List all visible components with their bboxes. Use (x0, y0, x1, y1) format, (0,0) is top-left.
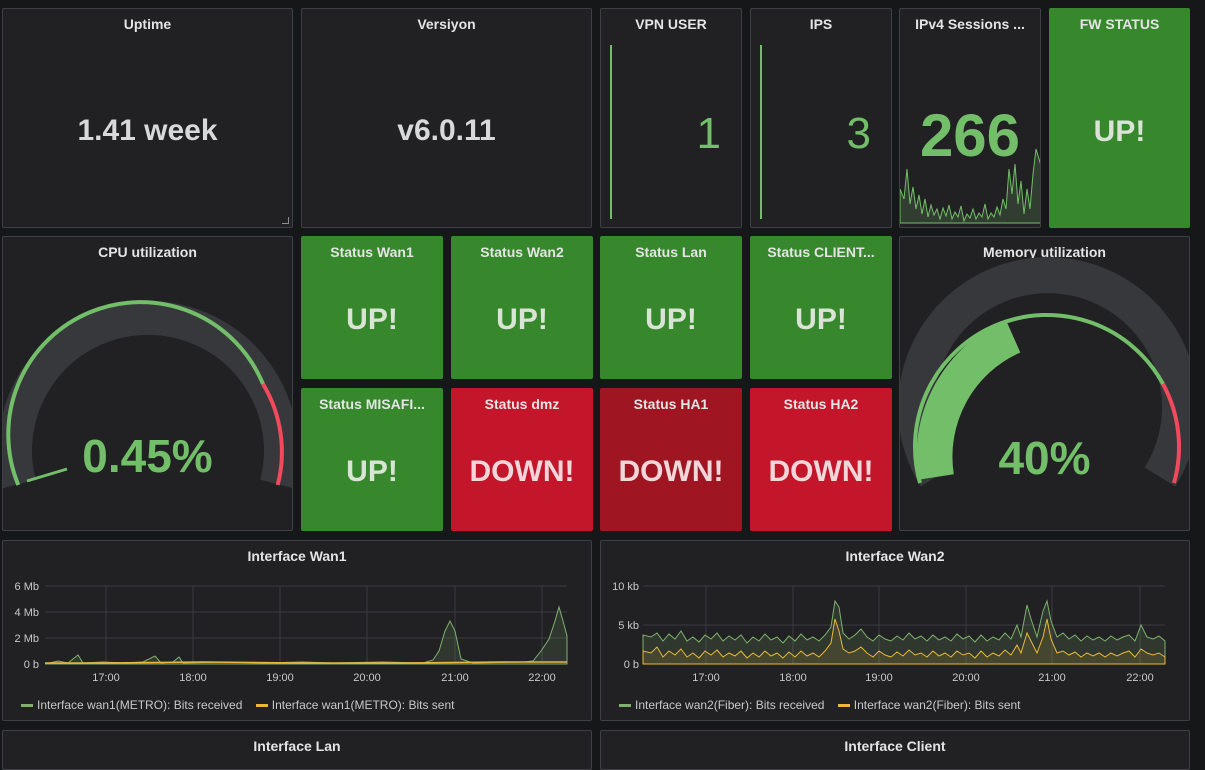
wan2-x-tick: 17:00 (692, 672, 720, 684)
wan1-chart: 6 Mb 4 Mb 2 Mb 0 b 17:00 18:00 19:00 20:… (15, 581, 568, 684)
wan1-legend-received-label: Interface wan1(METRO): Bits received (37, 698, 243, 712)
wan2-chart-panel: Interface Wan2 10 kb 5 kb 0 b 17:00 18:0… (600, 540, 1190, 721)
legend-swatch-icon (837, 704, 850, 708)
uptime-panel: Uptime 1.41 week (2, 8, 293, 228)
wan1-x-tick: 20:00 (353, 672, 381, 684)
client-chart-title: Interface Client (844, 738, 946, 754)
wan1-x-tick: 19:00 (266, 672, 294, 684)
ipv4-sparkline (900, 148, 1040, 224)
version-value: v6.0.11 (397, 114, 496, 147)
legend-swatch-icon (255, 704, 268, 708)
wan1-x-tick: 17:00 (92, 672, 120, 684)
status-value: DOWN! (469, 455, 575, 488)
wan1-chart-panel: Interface Wan1 6 Mb 4 Mb 2 Mb 0 b 17:00 … (2, 540, 592, 721)
lan-chart-title: Interface Lan (253, 738, 341, 754)
fw-status-panel: FW STATUS UP! (1049, 8, 1190, 228)
wan2-legend: Interface wan2(Fiber): Bits received Int… (619, 698, 1031, 712)
wan1-legend-received[interactable]: Interface wan1(METRO): Bits received (21, 698, 242, 712)
ips-panel: IPS 3 (750, 8, 892, 228)
wan2-legend-received[interactable]: Interface wan2(Fiber): Bits received (619, 698, 824, 712)
wan1-legend: Interface wan1(METRO): Bits received Int… (21, 698, 464, 712)
ips-value: 3 (846, 109, 871, 158)
wan2-legend-sent[interactable]: Interface wan2(Fiber): Bits sent (837, 698, 1021, 712)
client-chart-panel: Interface Client (600, 730, 1190, 770)
status-title: Status Wan2 (480, 244, 564, 260)
uptime-value: 1.41 week (77, 114, 218, 147)
status-title: Status MISAFI... (319, 396, 425, 412)
uptime-title: Uptime (123, 16, 172, 32)
wan2-x-tick: 22:00 (1126, 672, 1154, 684)
wan2-x-tick: 19:00 (865, 672, 893, 684)
status-value: UP! (795, 303, 847, 336)
status-title: Status HA1 (633, 396, 709, 412)
vpn-user-value: 1 (696, 109, 721, 158)
wan1-y-tick: 6 Mb (15, 581, 39, 593)
wan1-received-series (44, 605, 568, 665)
fw-status-title: FW STATUS (1079, 16, 1160, 32)
vpn-user-panel: VPN USER 1 (600, 8, 742, 228)
status-title: Status dmz (484, 396, 560, 412)
wan2-sent-series (642, 618, 1166, 665)
status-title: Status Wan1 (330, 244, 414, 260)
wan2-x-tick: 18:00 (779, 672, 807, 684)
version-panel: Versiyon v6.0.11 (301, 8, 592, 228)
vpn-sparkline (610, 45, 612, 219)
ipv4-sessions-panel: IPv4 Sessions ... 266 (899, 8, 1041, 228)
status-value: UP! (645, 303, 697, 336)
status-value: UP! (496, 303, 548, 336)
status-panel: Status Wan2 UP! (451, 236, 593, 379)
wan2-legend-sent-label: Interface wan2(Fiber): Bits sent (853, 698, 1021, 712)
cpu-gauge-panel: CPU utilization 0.45% (2, 236, 293, 531)
ips-sparkline (760, 45, 762, 219)
wan2-x-tick: 20:00 (952, 672, 980, 684)
wan1-x-tick: 21:00 (441, 672, 469, 684)
ipv4-sessions-value: 266 (919, 102, 1021, 169)
status-title: Status CLIENT... (767, 244, 875, 260)
wan1-x-tick: 18:00 (179, 672, 207, 684)
wan1-y-tick: 2 Mb (15, 633, 39, 645)
lan-chart-panel: Interface Lan (2, 730, 592, 770)
resize-handle-icon[interactable] (282, 217, 289, 224)
status-panel: Status CLIENT... UP! (750, 236, 892, 379)
wan2-y-tick: 10 kb (612, 581, 639, 593)
wan2-x-tick: 21:00 (1038, 672, 1066, 684)
wan1-legend-sent[interactable]: Interface wan1(METRO): Bits sent (255, 698, 455, 712)
status-panel: Status Lan UP! (600, 236, 742, 379)
ips-title: IPS (809, 16, 833, 32)
legend-swatch-icon (21, 704, 33, 708)
status-title: Status HA2 (783, 396, 859, 412)
status-panel: Status HA1 DOWN! (600, 388, 742, 531)
status-value: DOWN! (768, 455, 874, 488)
status-panel: Status MISAFI... UP! (301, 388, 443, 531)
status-value: DOWN! (618, 455, 724, 488)
legend-swatch-icon (619, 704, 631, 708)
wan1-y-tick: 4 Mb (15, 607, 39, 619)
memory-gauge-panel: Memory utilization 40% (899, 236, 1190, 531)
wan1-legend-sent-label: Interface wan1(METRO): Bits sent (271, 698, 455, 712)
version-title: Versiyon (417, 16, 476, 32)
vpn-user-title: VPN USER (635, 16, 707, 32)
wan2-chart: 10 kb 5 kb 0 b 17:00 18:00 19:00 20:00 2… (612, 581, 1166, 684)
cpu-gauge (3, 300, 292, 489)
fw-status-value: UP! (1093, 115, 1146, 148)
status-value: UP! (346, 303, 398, 336)
wan1-x-tick: 22:00 (528, 672, 556, 684)
cpu-gauge-value: 0.45% (82, 430, 213, 482)
status-value: UP! (346, 455, 398, 488)
status-title: Status Lan (635, 244, 707, 260)
wan2-legend-received-label: Interface wan2(Fiber): Bits received (635, 698, 825, 712)
wan2-y-tick: 5 kb (618, 620, 639, 632)
status-panel: Status Wan1 UP! (301, 236, 443, 379)
status-panel: Status HA2 DOWN! (750, 388, 892, 531)
wan1-y-tick: 0 b (24, 659, 39, 671)
status-panel: Status dmz DOWN! (451, 388, 593, 531)
memory-gauge-value: 40% (998, 432, 1091, 484)
wan2-y-tick: 0 b (624, 659, 639, 671)
wan1-sent-series (45, 661, 567, 664)
